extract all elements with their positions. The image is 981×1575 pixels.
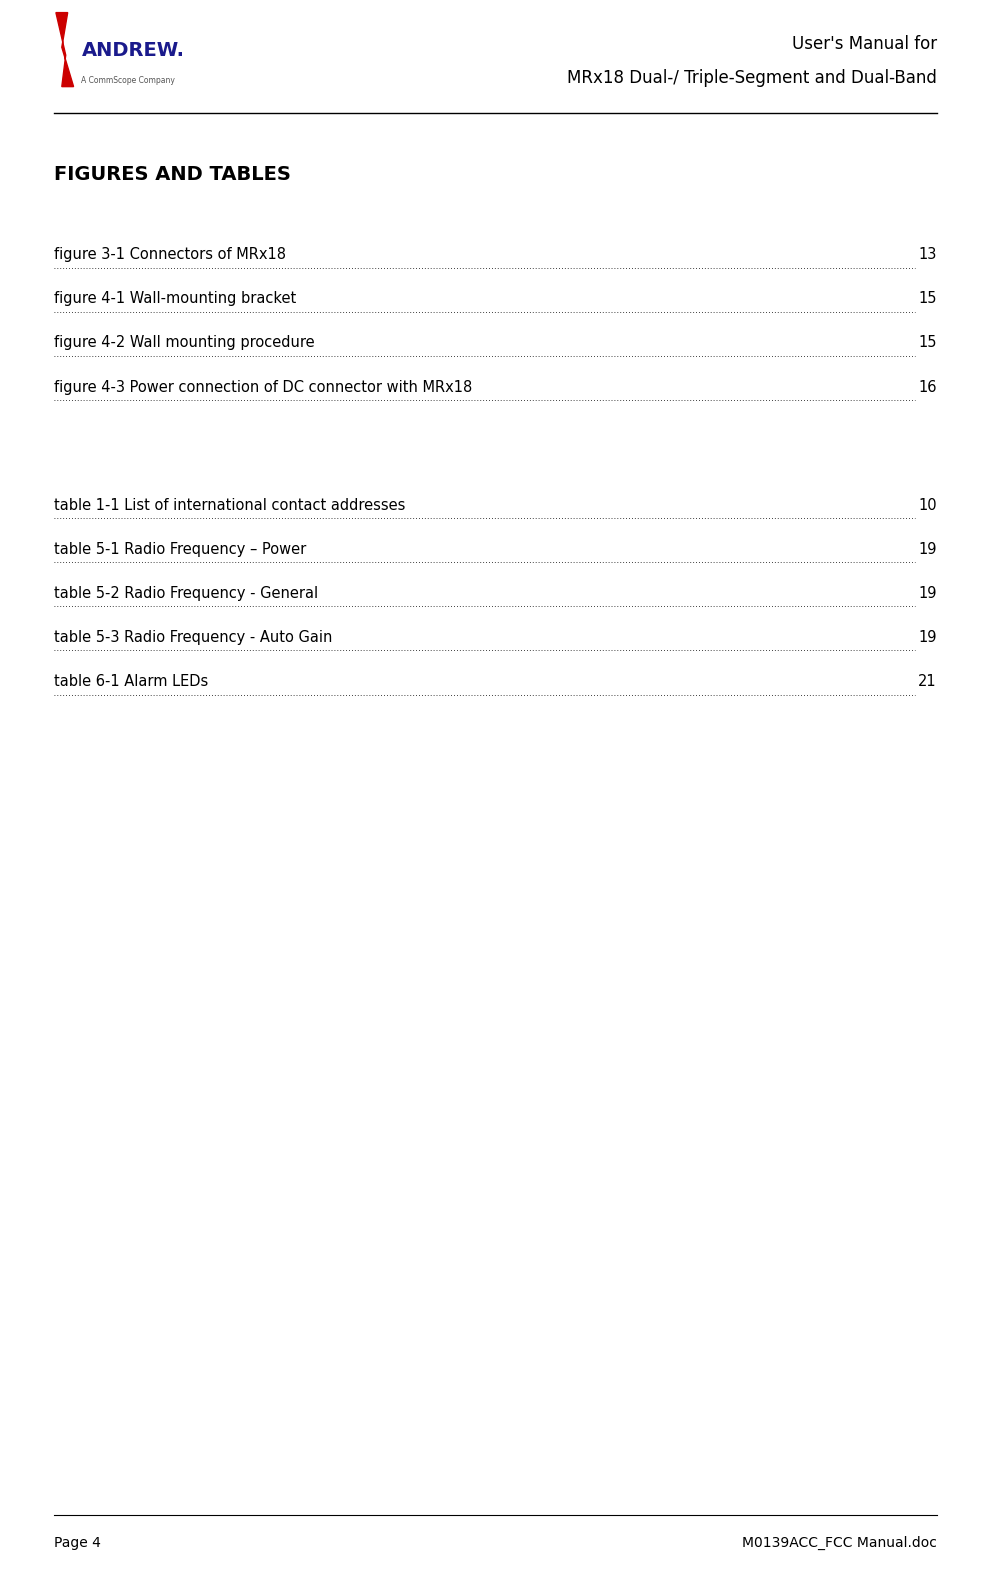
Polygon shape bbox=[56, 13, 74, 87]
Text: FIGURES AND TABLES: FIGURES AND TABLES bbox=[54, 165, 290, 184]
Text: 10: 10 bbox=[918, 498, 937, 513]
Text: 13: 13 bbox=[918, 247, 937, 263]
Text: figure 3-1 Connectors of MRx18: figure 3-1 Connectors of MRx18 bbox=[54, 247, 285, 263]
Text: User's Manual for: User's Manual for bbox=[792, 35, 937, 52]
Text: 19: 19 bbox=[918, 586, 937, 602]
Text: table 5-3 Radio Frequency - Auto Gain: table 5-3 Radio Frequency - Auto Gain bbox=[54, 630, 336, 646]
Text: Page 4: Page 4 bbox=[54, 1536, 101, 1550]
Text: MRx18 Dual-/ Triple-Segment and Dual-Band: MRx18 Dual-/ Triple-Segment and Dual-Ban… bbox=[567, 69, 937, 87]
Text: table 5-1 Radio Frequency – Power: table 5-1 Radio Frequency – Power bbox=[54, 542, 311, 558]
Text: M0139ACC_FCC Manual.doc: M0139ACC_FCC Manual.doc bbox=[742, 1536, 937, 1550]
Text: figure 4-2 Wall mounting procedure: figure 4-2 Wall mounting procedure bbox=[54, 335, 315, 351]
Text: 21: 21 bbox=[918, 674, 937, 690]
Text: A CommScope Company: A CommScope Company bbox=[81, 76, 176, 85]
Text: table 1-1 List of international contact addresses: table 1-1 List of international contact … bbox=[54, 498, 405, 513]
Text: 15: 15 bbox=[918, 291, 937, 307]
Text: figure 4-3 Power connection of DC connector with MRx18: figure 4-3 Power connection of DC connec… bbox=[54, 380, 472, 395]
Text: 19: 19 bbox=[918, 630, 937, 646]
Text: 15: 15 bbox=[918, 335, 937, 351]
Text: table 5-2 Radio Frequency - General: table 5-2 Radio Frequency - General bbox=[54, 586, 323, 602]
Text: table 6-1 Alarm LEDs: table 6-1 Alarm LEDs bbox=[54, 674, 213, 690]
Text: 16: 16 bbox=[918, 380, 937, 395]
Text: figure 4-1 Wall-mounting bracket: figure 4-1 Wall-mounting bracket bbox=[54, 291, 296, 307]
Text: 19: 19 bbox=[918, 542, 937, 558]
Text: ANDREW.: ANDREW. bbox=[81, 41, 184, 60]
